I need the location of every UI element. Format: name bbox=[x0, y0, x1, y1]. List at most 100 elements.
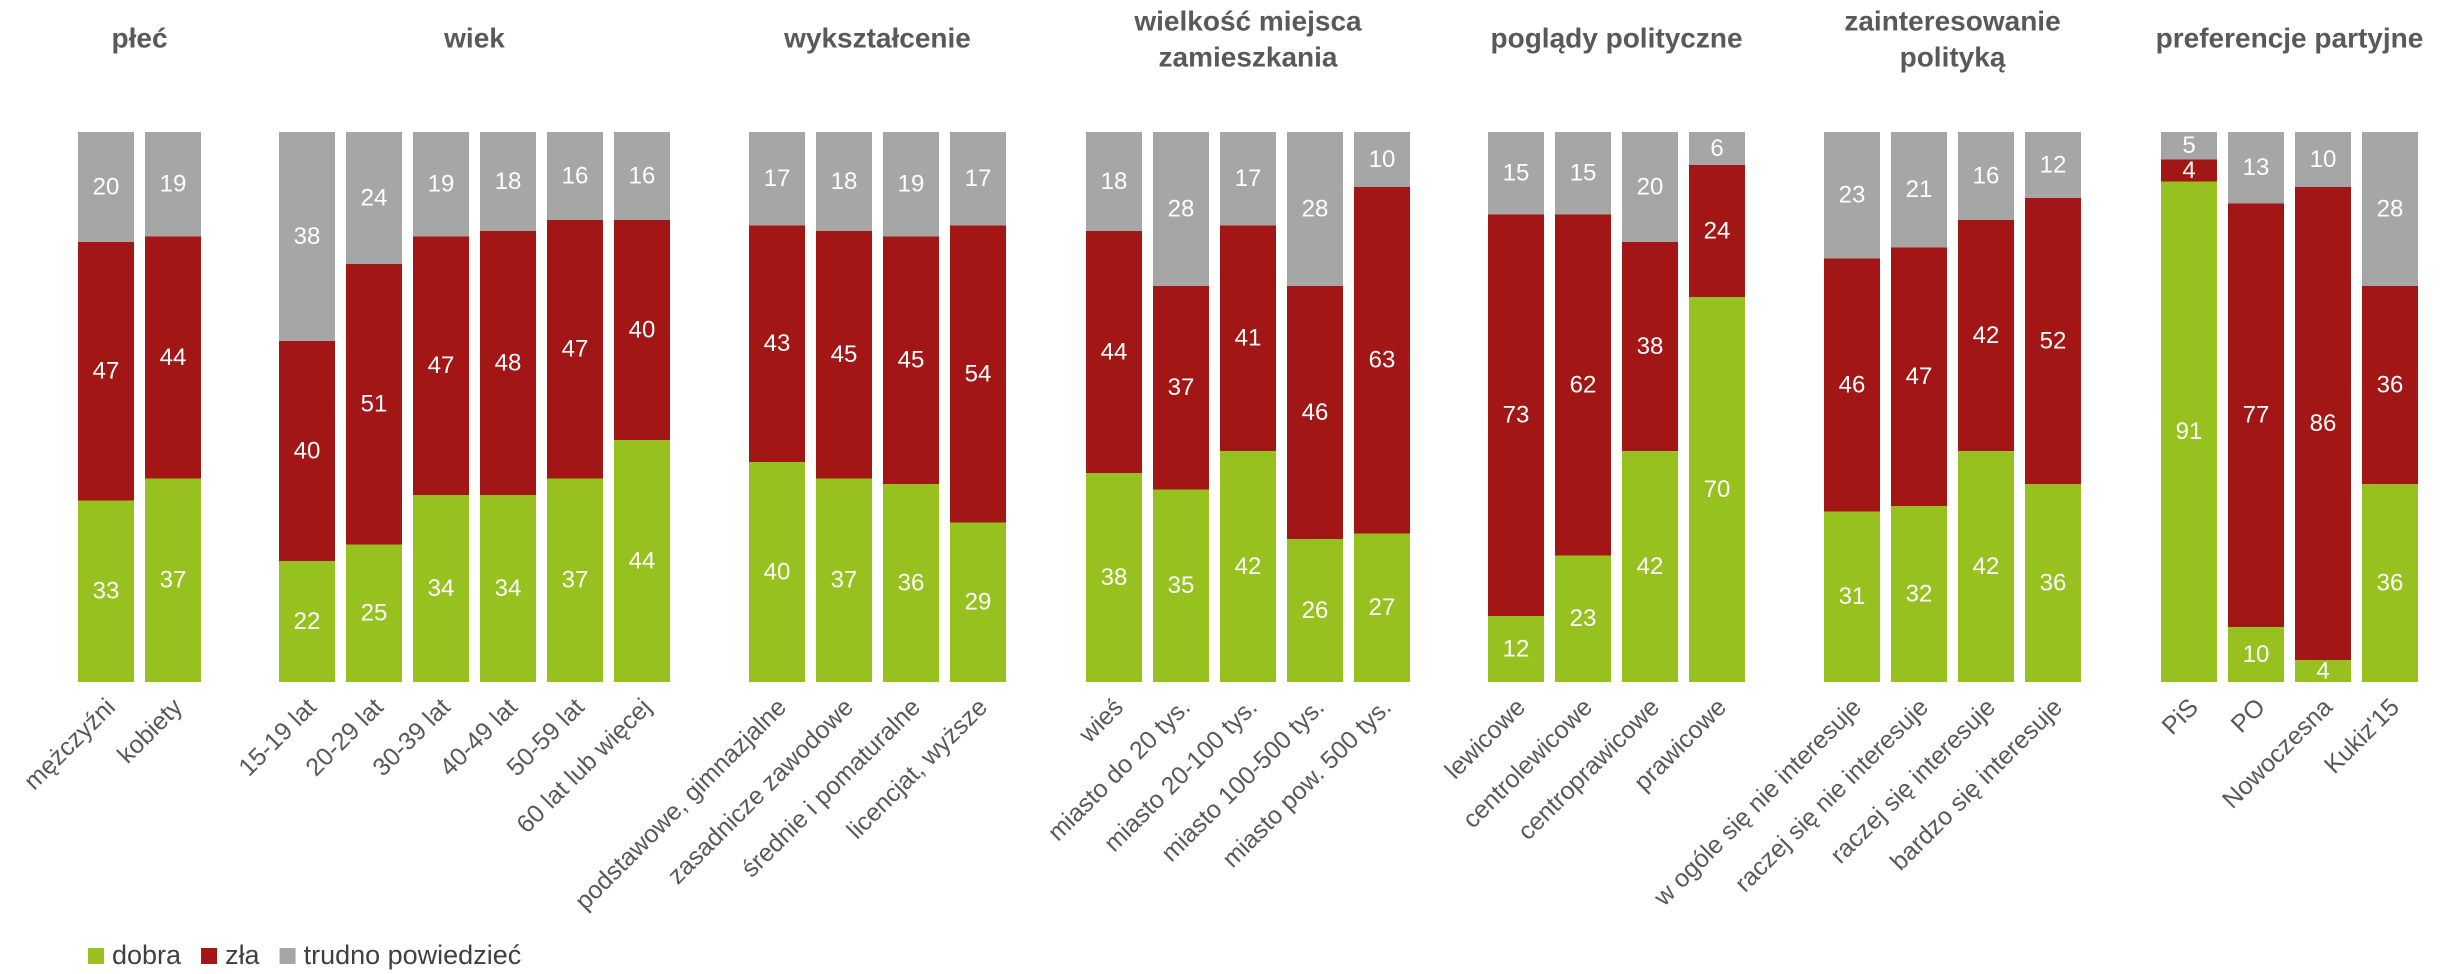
value-label: 10 bbox=[1369, 146, 1396, 173]
value-label: 28 bbox=[2377, 195, 2404, 222]
bar-segment bbox=[950, 132, 1006, 226]
bar-segment bbox=[2362, 286, 2418, 484]
value-label: 15 bbox=[1570, 160, 1597, 187]
bar-segment bbox=[547, 132, 603, 220]
bar-segment bbox=[1555, 214, 1611, 556]
chart-title: poglądy polityczne bbox=[1490, 22, 1742, 53]
bar-segment bbox=[1958, 220, 2014, 451]
bar-segment bbox=[1824, 511, 1880, 682]
chart-title: zamieszkania bbox=[1159, 41, 1338, 72]
bar-segment bbox=[1488, 214, 1544, 616]
bar-segment bbox=[2295, 187, 2351, 660]
value-label: 52 bbox=[2040, 327, 2067, 354]
value-label: 37 bbox=[1168, 374, 1195, 401]
bar-segment bbox=[2228, 627, 2284, 682]
bar-segment bbox=[614, 132, 670, 220]
value-label: 38 bbox=[1101, 564, 1128, 591]
chart-title: wiek bbox=[443, 22, 505, 53]
value-label: 46 bbox=[1302, 399, 1329, 426]
bar-segment bbox=[950, 225, 1006, 523]
bar-segment bbox=[346, 132, 402, 264]
bar-segment bbox=[1354, 187, 1410, 534]
legend-label: dobra bbox=[112, 940, 182, 970]
x-tick-label: Kukiz'15 bbox=[2319, 693, 2405, 779]
bar-segment bbox=[1958, 451, 2014, 682]
bar-segment bbox=[749, 225, 805, 462]
value-label: 63 bbox=[1369, 347, 1396, 374]
bar-segment bbox=[1689, 132, 1745, 165]
bar-segment bbox=[145, 132, 201, 237]
bar-segment bbox=[1153, 489, 1209, 682]
chart-title: wykształcenie bbox=[783, 22, 971, 53]
legend-label: trudno powiedzieć bbox=[304, 940, 522, 970]
value-label: 47 bbox=[428, 352, 455, 379]
value-label: 40 bbox=[629, 316, 656, 343]
value-label: 4 bbox=[2182, 157, 2195, 184]
bar-segment bbox=[1287, 132, 1343, 286]
value-label: 19 bbox=[160, 171, 187, 198]
bar-segment bbox=[78, 500, 134, 682]
bar-segment bbox=[2228, 132, 2284, 204]
value-label: 17 bbox=[1235, 165, 1262, 192]
value-label: 44 bbox=[629, 547, 656, 574]
value-label: 36 bbox=[898, 569, 925, 596]
value-label: 20 bbox=[93, 173, 120, 200]
value-label: 24 bbox=[361, 184, 388, 211]
bar-segment bbox=[1220, 132, 1276, 226]
value-label: 19 bbox=[898, 171, 925, 198]
value-label: 28 bbox=[1168, 195, 1195, 222]
bar-segment bbox=[1354, 533, 1410, 682]
bar-segment bbox=[2025, 198, 2081, 484]
value-label: 16 bbox=[562, 162, 589, 189]
value-label: 23 bbox=[1839, 182, 1866, 209]
value-label: 45 bbox=[831, 341, 858, 368]
value-label: 43 bbox=[764, 330, 791, 357]
value-label: 42 bbox=[1235, 553, 1262, 580]
x-tick-label: PO bbox=[2226, 693, 2271, 738]
value-label: 34 bbox=[495, 575, 522, 602]
value-label: 54 bbox=[965, 360, 992, 387]
bar-segment bbox=[2362, 132, 2418, 286]
value-label: 42 bbox=[1973, 322, 2000, 349]
value-label: 40 bbox=[294, 437, 321, 464]
bar-segment bbox=[1824, 132, 1880, 259]
value-label: 70 bbox=[1704, 476, 1731, 503]
bar-segment bbox=[749, 132, 805, 226]
bar-segment bbox=[1555, 555, 1611, 682]
bar-segment bbox=[2228, 203, 2284, 627]
value-label: 25 bbox=[361, 600, 388, 627]
bar-segment bbox=[614, 220, 670, 440]
bar-segment bbox=[1354, 132, 1410, 187]
value-label: 40 bbox=[764, 558, 791, 585]
bar-segment bbox=[950, 522, 1006, 682]
value-label: 27 bbox=[1369, 594, 1396, 621]
value-label: 73 bbox=[1503, 402, 1530, 429]
value-label: 6 bbox=[1710, 135, 1723, 162]
bar-segment bbox=[1622, 242, 1678, 451]
value-label: 47 bbox=[93, 358, 120, 385]
bar-segment bbox=[2025, 132, 2081, 198]
bar-segment bbox=[816, 478, 872, 682]
bar-segment bbox=[1153, 286, 1209, 490]
value-label: 15 bbox=[1503, 160, 1530, 187]
chart-title: preferencje partyjne bbox=[2156, 22, 2424, 53]
legend-label: zła bbox=[225, 940, 260, 970]
value-label: 17 bbox=[965, 165, 992, 192]
x-tick-label: mężczyźni bbox=[19, 693, 121, 795]
value-label: 12 bbox=[1503, 635, 1530, 662]
bar-segment bbox=[145, 236, 201, 479]
bar-segment bbox=[78, 242, 134, 501]
bar-segment bbox=[2025, 484, 2081, 682]
chart-title: polityką bbox=[1900, 41, 2006, 72]
bar-segment bbox=[279, 132, 335, 341]
legend-swatch bbox=[88, 948, 104, 964]
bar-segment bbox=[480, 132, 536, 231]
bar-segment bbox=[1824, 258, 1880, 512]
value-label: 17 bbox=[764, 165, 791, 192]
value-label: 20 bbox=[1637, 173, 1664, 200]
value-label: 29 bbox=[965, 589, 992, 616]
bar-segment bbox=[1488, 132, 1544, 215]
value-label: 24 bbox=[1704, 217, 1731, 244]
value-label: 47 bbox=[562, 336, 589, 363]
bar-segment bbox=[1891, 132, 1947, 248]
